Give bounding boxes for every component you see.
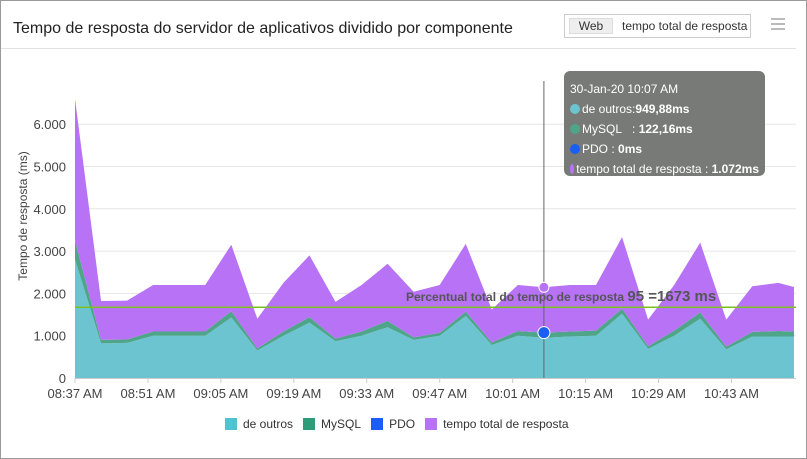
legend-label: tempo total de resposta: [443, 417, 569, 431]
reference-label-part: 95: [627, 288, 648, 305]
tooltip-value: 0ms: [618, 142, 643, 156]
area-tempo-total-de-resposta: [75, 98, 794, 349]
tooltip-sep: :: [608, 142, 619, 156]
tooltip-row: PDO : 0ms: [570, 139, 759, 159]
legend-label: MySQL: [321, 417, 362, 431]
legend-swatch: [225, 418, 237, 430]
toggle-total[interactable]: tempo total de resposta: [622, 19, 748, 33]
y-tick-label: 0: [59, 371, 66, 386]
x-tick-label: 09:19 AM: [266, 386, 321, 401]
chart-title: Tempo de resposta do servidor de aplicat…: [13, 20, 513, 37]
y-tick-label: 5.000: [33, 160, 66, 175]
dot-icon: [570, 124, 580, 134]
tooltip-value: 949,88ms: [635, 102, 690, 116]
x-tick-label: 10:43 AM: [704, 386, 759, 401]
legend-item[interactable]: PDO: [371, 417, 415, 431]
x-tick-label: 09:33 AM: [339, 386, 394, 401]
tooltip-value: 122,16ms: [638, 122, 693, 136]
legend-item[interactable]: tempo total de resposta: [425, 417, 569, 431]
y-tick-label: 3.000: [33, 244, 66, 259]
x-tick-label: 08:37 AM: [48, 386, 103, 401]
toggle-web[interactable]: Web: [569, 18, 613, 34]
y-tick-label: 4.000: [33, 202, 66, 217]
tooltip-time: 30-Jan-20 10:07 AM: [570, 82, 679, 96]
legend-label: de outros: [243, 417, 294, 431]
tooltip-sep: :: [632, 102, 636, 116]
x-tick-label: 10:01 AM: [485, 386, 540, 401]
tooltip-value: 1.072ms: [711, 162, 759, 176]
reference-line-label: Percentual total do tempo de resposta 95…: [406, 288, 716, 305]
legend-swatch: [425, 418, 438, 430]
view-toggle[interactable]: Web tempo total de resposta: [564, 14, 751, 38]
legend: de outros MySQL PDO tempo total de respo…: [225, 417, 569, 431]
x-tick-label: 10:15 AM: [558, 386, 613, 401]
tooltip-sep: :: [622, 122, 639, 136]
tooltip-label: MySQL: [582, 122, 623, 136]
x-tick-label: 09:05 AM: [193, 386, 248, 401]
legend-label: PDO: [389, 417, 416, 431]
hamburger-icon[interactable]: [771, 18, 785, 33]
x-tick-label: 09:47 AM: [412, 386, 467, 401]
x-tick-label: 08:51 AM: [120, 386, 175, 401]
reference-label-part: =1673 ms: [648, 288, 716, 305]
tooltip-row: de outros: 949,88ms: [570, 99, 759, 119]
area-de-outros: [75, 259, 794, 378]
tooltip-label: de outros: [582, 102, 633, 116]
divider: [1, 48, 796, 49]
tooltip-label: tempo total de resposta: [576, 162, 702, 176]
reference-label-part: Percentual total do tempo de resposta: [406, 290, 627, 304]
tooltip: 30-Jan-20 10:07 AM de outros: 949,88ms M…: [564, 71, 765, 176]
tooltip-sep: :: [701, 162, 712, 176]
legend-item[interactable]: de outros: [225, 417, 293, 431]
legend-swatch: [371, 418, 384, 430]
hover-point-2: [537, 326, 551, 340]
hover-point-3: [538, 281, 550, 293]
dot-icon: [570, 164, 575, 174]
tooltip-row: tempo total de resposta : 1.072ms: [570, 159, 759, 179]
tooltip-label: PDO: [582, 142, 609, 156]
dot-icon: [570, 144, 580, 154]
y-tick-label: 6.000: [33, 117, 66, 132]
legend-swatch: [303, 418, 316, 430]
y-tick-label: 1.000: [33, 329, 66, 344]
tooltip-row: MySQL : 122,16ms: [570, 119, 759, 139]
y-tick-label: 2.000: [33, 286, 66, 301]
dot-icon: [570, 104, 580, 114]
y-axis-label: Tempo de resposta (ms): [16, 151, 30, 280]
legend-item[interactable]: MySQL: [303, 417, 361, 431]
x-tick-label: 10:29 AM: [631, 386, 686, 401]
